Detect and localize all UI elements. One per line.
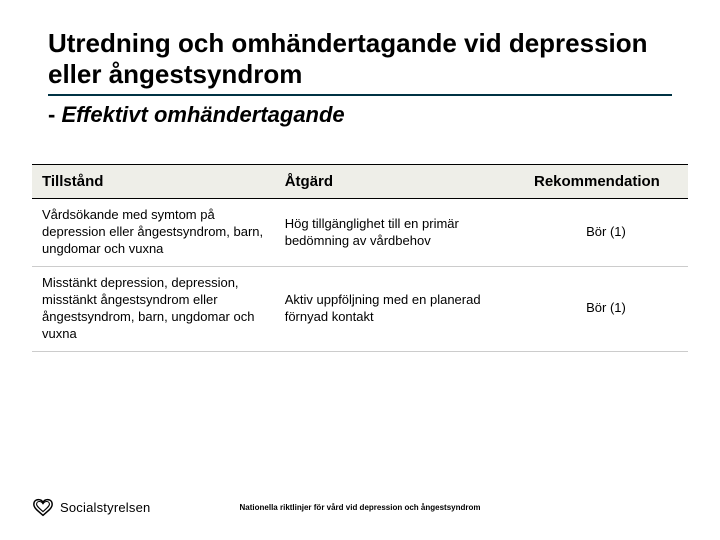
subtitle-text: Effektivt omhändertagande [61, 102, 344, 127]
title-block: Utredning och omhändertagande vid depres… [0, 0, 720, 134]
table-row: Misstänkt depression, depression, misstä… [32, 267, 688, 352]
socialstyrelsen-logo-icon [32, 496, 54, 518]
recommendations-table: Tillstånd Åtgärd Rekommendation Vårdsöka… [32, 164, 688, 351]
cell-recommendation: Bör (1) [524, 199, 688, 267]
logo-text: Socialstyrelsen [60, 500, 150, 515]
col-header-action: Åtgärd [275, 165, 524, 199]
table-row: Vårdsökande med symtom på depression ell… [32, 199, 688, 267]
footer-caption: Nationella riktlinjer för vård vid depre… [240, 503, 481, 512]
cell-action: Aktiv uppföljning med en planerad förnya… [275, 267, 524, 352]
subtitle: - Effektivt omhändertagande [48, 102, 672, 128]
page-title: Utredning och omhändertagande vid depres… [48, 28, 672, 96]
cell-recommendation: Bör (1) [524, 267, 688, 352]
slide: Utredning och omhändertagande vid depres… [0, 0, 720, 540]
col-header-recommendation: Rekommendation [524, 165, 688, 199]
table-container: Tillstånd Åtgärd Rekommendation Vårdsöka… [0, 134, 720, 351]
cell-condition: Vårdsökande med symtom på depression ell… [32, 199, 275, 267]
footer-inner: Socialstyrelsen Nationella riktlinjer fö… [32, 496, 688, 518]
logo: Socialstyrelsen [32, 496, 150, 518]
cell-action: Hög tillgänglighet till en primär bedömn… [275, 199, 524, 267]
footer: Socialstyrelsen Nationella riktlinjer fö… [0, 496, 720, 518]
subtitle-dash: - [48, 102, 55, 127]
col-header-condition: Tillstånd [32, 165, 275, 199]
table-header-row: Tillstånd Åtgärd Rekommendation [32, 165, 688, 199]
cell-condition: Misstänkt depression, depression, misstä… [32, 267, 275, 352]
